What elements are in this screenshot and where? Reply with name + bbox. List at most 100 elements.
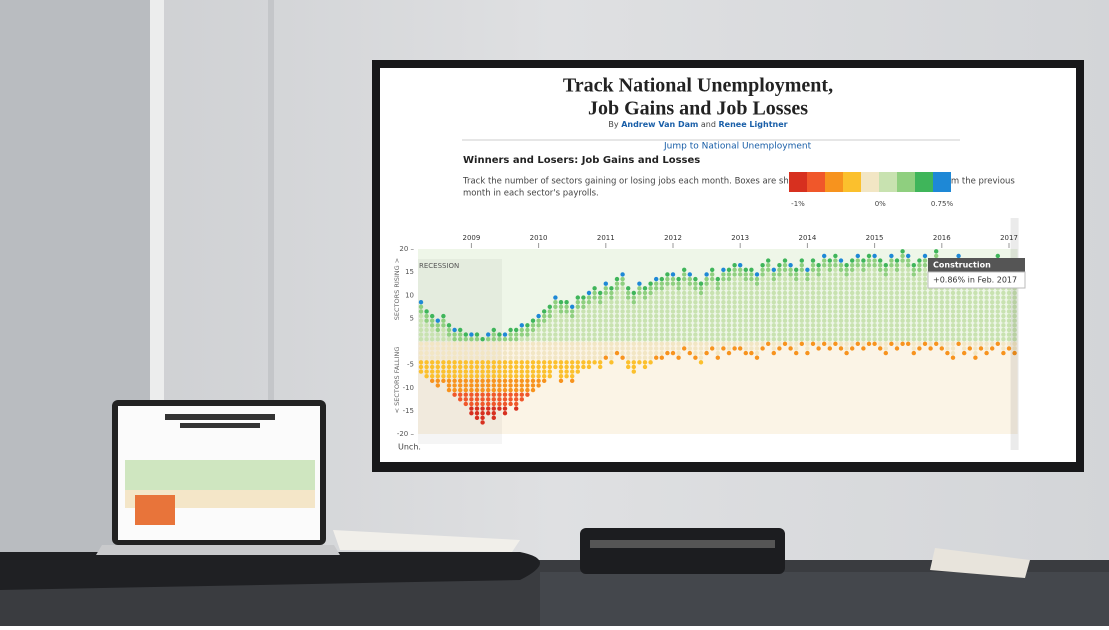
- dot: [514, 406, 519, 411]
- dot: [502, 387, 508, 393]
- dot: [939, 341, 944, 347]
- dot: [855, 258, 860, 263]
- dot: [687, 290, 692, 296]
- falling-column: [726, 341, 732, 356]
- dot: [743, 267, 748, 273]
- dot: [474, 373, 480, 379]
- legend-swatch: [789, 172, 807, 192]
- dot: [547, 336, 552, 342]
- dot: [592, 336, 597, 342]
- dot: [911, 276, 916, 282]
- dot: [838, 304, 844, 310]
- falling-column: [609, 341, 614, 365]
- dot: [732, 346, 737, 351]
- falling-column: [491, 341, 496, 421]
- dot: [794, 281, 799, 286]
- dot: [693, 276, 698, 282]
- dot: [458, 350, 463, 356]
- dot: [458, 341, 463, 347]
- dot: [945, 327, 950, 333]
- dot: [474, 392, 480, 397]
- dot: [945, 336, 950, 342]
- dot: [743, 346, 748, 351]
- falling-column: [603, 341, 608, 360]
- dot: [850, 258, 855, 263]
- rising-column: [732, 262, 737, 342]
- dot: [782, 267, 788, 273]
- dot: [620, 304, 625, 310]
- dot: [894, 267, 900, 273]
- dot: [726, 346, 732, 351]
- link[interactable]: Jump to National Unemployment: [663, 142, 812, 152]
- dot: [715, 323, 720, 328]
- dot: [446, 369, 452, 374]
- falling-column: [754, 341, 760, 360]
- dot: [430, 369, 435, 374]
- dot: [872, 272, 877, 277]
- dot: [754, 276, 760, 282]
- dot: [676, 295, 681, 300]
- dot: [670, 336, 676, 342]
- falling-column: [956, 341, 961, 347]
- dot: [726, 309, 732, 314]
- dot: [894, 341, 900, 347]
- dot: [486, 410, 491, 416]
- dot: [726, 323, 732, 328]
- dot: [620, 318, 625, 323]
- dot: [1012, 304, 1017, 310]
- dot: [570, 373, 575, 379]
- dot: [642, 364, 648, 370]
- dot: [626, 327, 631, 333]
- dot: [838, 323, 844, 328]
- dot: [777, 309, 782, 314]
- dot: [810, 327, 816, 333]
- dot: [564, 341, 569, 347]
- falling-column: [530, 341, 536, 393]
- dot: [822, 304, 827, 310]
- dot: [418, 304, 424, 310]
- dot: [710, 341, 715, 347]
- dot: [878, 286, 883, 291]
- dot: [547, 304, 552, 310]
- dot: [990, 299, 995, 305]
- dot: [519, 327, 524, 333]
- dot: [894, 336, 900, 342]
- dot: [855, 313, 860, 319]
- dot: [598, 318, 603, 323]
- rising-column: [749, 267, 754, 342]
- dot: [805, 281, 810, 286]
- dot: [794, 327, 799, 333]
- dot: [525, 373, 530, 379]
- dot: [491, 383, 496, 388]
- dot: [732, 318, 737, 323]
- dot: [956, 336, 961, 342]
- dot: [486, 369, 491, 374]
- dot: [743, 332, 748, 337]
- rising-column: [838, 258, 844, 342]
- dot: [637, 355, 642, 360]
- dot: [833, 309, 838, 314]
- dot: [906, 281, 911, 286]
- dot: [922, 304, 928, 310]
- dot: [508, 373, 513, 379]
- dot: [592, 355, 597, 360]
- dot: [620, 299, 625, 305]
- dot: [749, 336, 754, 342]
- dot: [626, 336, 631, 342]
- dot: [424, 369, 429, 374]
- dot: [480, 369, 485, 374]
- falling-column: [816, 341, 821, 351]
- author[interactable]: Andrew Van Dam: [621, 120, 698, 129]
- rising-column: [726, 267, 732, 342]
- dot: [777, 323, 782, 328]
- dot: [1006, 336, 1012, 342]
- dot: [659, 309, 664, 314]
- dot: [491, 373, 496, 379]
- author[interactable]: Renee Lightner: [719, 120, 788, 129]
- dot: [1001, 346, 1006, 351]
- falling-column: [469, 341, 474, 416]
- dot: [553, 336, 558, 342]
- dot: [446, 378, 452, 384]
- dot: [424, 364, 429, 370]
- dot: [950, 323, 956, 328]
